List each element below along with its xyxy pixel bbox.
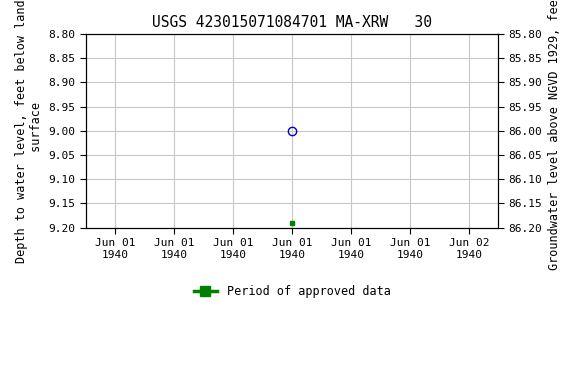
Y-axis label: Groundwater level above NGVD 1929, feet: Groundwater level above NGVD 1929, feet [548,0,561,270]
Y-axis label: Depth to water level, feet below land
 surface: Depth to water level, feet below land su… [15,0,43,263]
Legend: Period of approved data: Period of approved data [189,281,395,303]
Title: USGS 423015071084701 MA-XRW   30: USGS 423015071084701 MA-XRW 30 [152,15,432,30]
